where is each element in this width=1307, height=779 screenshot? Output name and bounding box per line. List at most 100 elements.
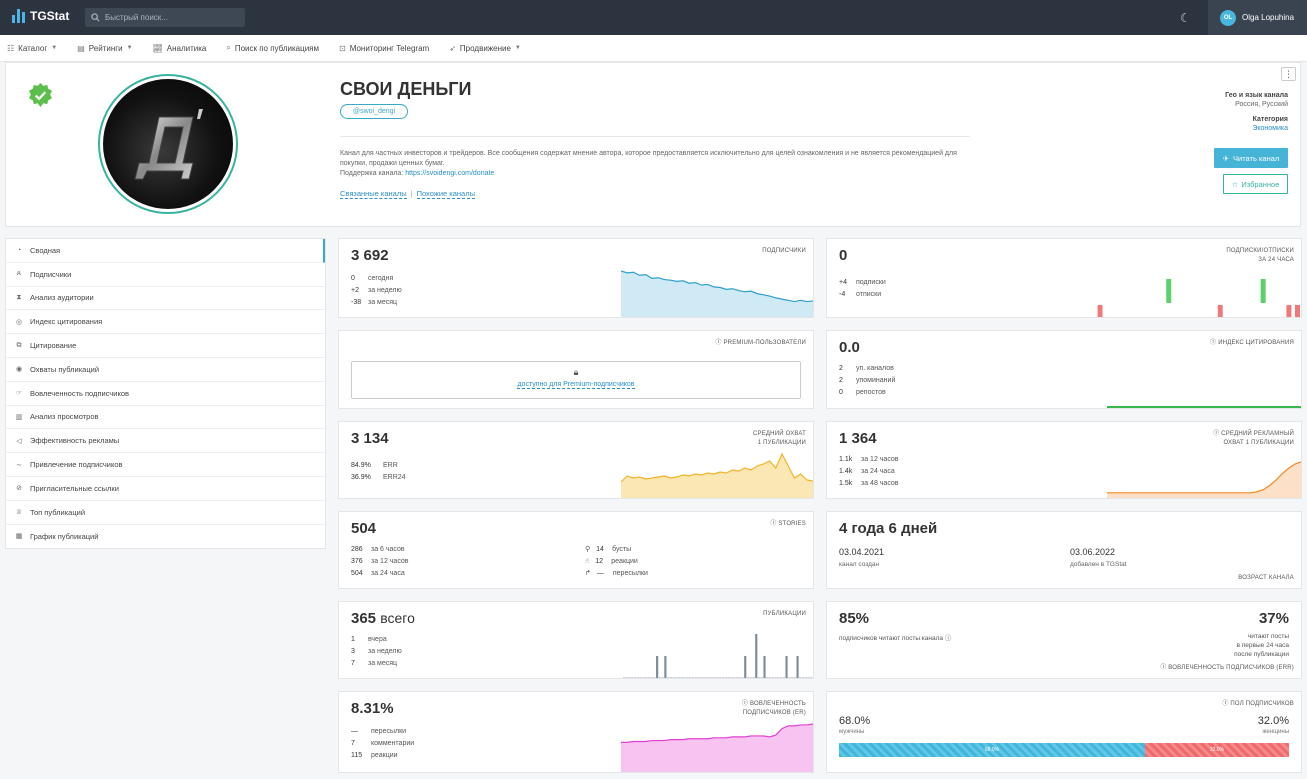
subscribers-card[interactable]: 3 692 ПОДПИСЧИКИ 0 сегодня +2 за неделю -3… bbox=[338, 238, 814, 318]
trend-area bbox=[1107, 462, 1301, 498]
hourglass-icon: ⧗ bbox=[16, 293, 22, 301]
channel-age-card[interactable]: 4 года 6 дней 03.04.2021 канал создан 03… bbox=[826, 511, 1302, 589]
sidebar-item-views[interactable]: ▥ Анализ просмотров bbox=[6, 406, 325, 430]
user-name: Olga Lopuhina bbox=[1242, 13, 1295, 22]
card-title-text: STORIES bbox=[778, 521, 806, 527]
premium-card[interactable]: ⓘ PREMIUM-ПОЛЬЗОВАТЕЛИ 🔒︎ доступно для P… bbox=[338, 330, 814, 409]
sidebar-item-label: Охваты публикаций bbox=[30, 364, 100, 374]
female-value: 32.0% bbox=[1257, 715, 1289, 727]
sidebar-item-reach[interactable]: ◉ Охваты публикаций bbox=[6, 358, 325, 382]
stats-sidebar: ◔ Сводная ጰ Подписчики ⧗ Анализ аудитории ◎… bbox=[5, 238, 326, 549]
nav-monitoring[interactable]: ⊡ Мониторинг Telegram bbox=[339, 44, 429, 53]
related-channels-link[interactable]: Связанные каналы bbox=[340, 189, 407, 199]
support-label: Поддержка канала: bbox=[340, 170, 404, 177]
publication-bar bbox=[683, 677, 686, 678]
forwards-label: пересылки bbox=[612, 570, 648, 577]
publication-bar bbox=[680, 677, 683, 678]
category-value[interactable]: Экономика bbox=[1252, 125, 1288, 132]
card-title-text: ПОЛ ПОДПИСЧИКОВ bbox=[1230, 701, 1294, 707]
publication-bar bbox=[700, 677, 703, 678]
moon-icon[interactable]: ☾ bbox=[1180, 11, 1191, 25]
channel-logo-icon bbox=[134, 109, 203, 180]
nav-catalog-label: Каталог bbox=[18, 43, 48, 53]
nav-catalog[interactable]: ☷ Каталог ▼ bbox=[7, 44, 57, 53]
support-link[interactable]: https://svoidengi.com/donate bbox=[405, 170, 495, 177]
subs-today-label: сегодня bbox=[368, 275, 394, 282]
sidebar-item-ad-efficiency[interactable]: ◁ Эффективность рекламы bbox=[6, 429, 325, 454]
publications-card[interactable]: 365 всего ПУБЛИКАЦИИ 1 вчера 3 за неделю 7… bbox=[338, 601, 814, 679]
user-menu[interactable]: OL Olga Lopuhina bbox=[1208, 0, 1307, 35]
nav-post-search[interactable]: ⌕ Поиск по публикациям bbox=[226, 43, 319, 53]
publication-bar bbox=[785, 656, 788, 678]
readers-share-text: подписчиков читают посты канала bbox=[839, 635, 944, 642]
subs-unsubs-stats: +4 подписки -4 отписки bbox=[839, 277, 886, 301]
publication-bar bbox=[755, 634, 758, 678]
more-menu-button[interactable]: ⋮ bbox=[1281, 67, 1296, 81]
sidebar-item-audience[interactable]: ⧗ Анализ аудитории bbox=[6, 287, 325, 311]
sidebar-item-label: Топ публикаций bbox=[30, 507, 86, 517]
avg-reach-card[interactable]: 3 134 СРЕДНИЙ ОХВАТ 1 ПУБЛИКАЦИИ 84.9% ERR… bbox=[338, 421, 814, 499]
info-icon: ⓘ bbox=[1160, 665, 1169, 671]
publications-stats: 1 вчера 3 за неделю 7 за месяц bbox=[351, 634, 402, 670]
er-card[interactable]: 8.31% ⓘ ВОВЛЕЧЕННОСТЬ ПОДПИСЧИКОВ (ER) — п… bbox=[338, 691, 814, 773]
channel-handle[interactable]: @swoi_dengi bbox=[340, 104, 409, 119]
description-text: Канал для частных инвесторов и трейдеров… bbox=[340, 150, 957, 167]
subscribers-value: 3 692 bbox=[351, 247, 389, 264]
publications-count: 365 bbox=[351, 610, 377, 627]
sidebar-item-invite-links[interactable]: ⊘ Пригласительные ссылки bbox=[6, 477, 325, 501]
ad-12h-label: за 12 часов bbox=[861, 456, 899, 463]
channel-title: СВОИ ДЕНЬГИ bbox=[340, 79, 472, 99]
subs-today-value: 0 bbox=[351, 275, 355, 282]
eye-icon: ◉ bbox=[15, 366, 23, 374]
sidebar-item-schedule[interactable]: ▦ График публикаций bbox=[6, 525, 325, 549]
card-title: ⓘ ИНДЕКС ЦИТИРОВАНИЯ bbox=[1210, 339, 1294, 348]
stories-card[interactable]: 504 ⓘ STORIES 286 за 6 часов 376 за 12 час… bbox=[338, 511, 814, 589]
publication-bar bbox=[711, 677, 714, 678]
publication-bar bbox=[719, 677, 722, 678]
first-day-line1: читают посты bbox=[1247, 633, 1289, 640]
bar-chart-icon: ▥ bbox=[15, 413, 23, 421]
card-title-line1: ПОДПИСКИ/ОТПИСКИ bbox=[1226, 248, 1294, 254]
sidebar-item-engagement[interactable]: ☞ Вовлеченность подписчиков bbox=[6, 382, 325, 406]
search-input[interactable]: Быстрый поиск... bbox=[85, 8, 245, 27]
nav-analytics[interactable]: 📈︎ Аналитика bbox=[153, 44, 207, 53]
first-day-share-label: читают посты в первые 24 часа после публ… bbox=[1234, 632, 1289, 659]
logo[interactable]: TGStat bbox=[12, 9, 69, 23]
engagement-share-card[interactable]: 85% подписчиков читают посты канала ⓘ 37… bbox=[826, 601, 1302, 679]
unsubs-24h-value: -4 bbox=[839, 291, 846, 298]
hourly-subs-chart bbox=[1097, 279, 1300, 317]
sidebar-item-summary[interactable]: ◔ Сводная bbox=[6, 239, 325, 263]
sidebar-item-citation[interactable]: ⧉ Цитирование bbox=[6, 334, 325, 358]
geo-label: Гео и язык канала bbox=[1225, 92, 1288, 99]
reactions-label: реакции bbox=[611, 558, 638, 565]
sidebar-item-citation-index[interactable]: ◎ Индекс цитирования bbox=[6, 310, 325, 335]
sidebar-item-acquisition[interactable]: ∼ Привлечение подписчиков bbox=[6, 453, 325, 477]
publication-bar bbox=[669, 677, 672, 678]
gender-card[interactable]: ⓘ ПОЛ ПОДПИСЧИКОВ 68.0% мужчины 32.0% же… bbox=[826, 691, 1302, 773]
subs-unsubs-card[interactable]: 0 ПОДПИСКИ/ОТПИСКИ ЗА 24 ЧАСА +4 подписки … bbox=[826, 238, 1302, 318]
pubs-week-value: 3 bbox=[351, 648, 355, 655]
lock-icon: 🔒︎ bbox=[573, 367, 579, 377]
calendar-icon: ▦ bbox=[15, 533, 23, 541]
publications-suffix: всего bbox=[380, 610, 415, 626]
card-title-line2: ЗА 24 ЧАСА bbox=[1258, 257, 1294, 263]
publication-bar bbox=[746, 677, 750, 678]
publication-bar bbox=[774, 677, 777, 678]
nav-ratings[interactable]: ▤ Рейтинги ▼ bbox=[77, 44, 132, 53]
read-channel-button[interactable]: ✈ Читать канал bbox=[1214, 148, 1288, 168]
publication-bar bbox=[768, 677, 772, 678]
sidebar-item-subscribers[interactable]: ጰ Подписчики bbox=[6, 263, 325, 287]
sidebar-item-top-posts[interactable]: ♕ Топ публикаций bbox=[6, 501, 325, 525]
help-icon[interactable]: ⓘ bbox=[944, 635, 952, 642]
rocket-icon: ➶ bbox=[449, 43, 456, 53]
nav-promotion[interactable]: ➶ Продвижение ▼ bbox=[449, 44, 521, 53]
card-title-line1: ВОВЛЕЧЕННОСТЬ bbox=[749, 701, 806, 707]
similar-channels-link[interactable]: Похожие каналы bbox=[416, 189, 475, 199]
favorite-button[interactable]: ☆ Избранное bbox=[1223, 174, 1288, 194]
avg-ad-reach-card[interactable]: 1 364 ⓘ СРЕДНИЙ РЕКЛАМНЫЙ ОХВАТ 1 ПУБЛИКА… bbox=[826, 421, 1302, 499]
citation-index-card[interactable]: 0.0 ⓘ ИНДЕКС ЦИТИРОВАНИЯ 2 уп. каналов 2 у… bbox=[826, 330, 1302, 409]
logo-text: TGStat bbox=[30, 9, 70, 23]
female-bar-segment: 32.0% bbox=[1145, 743, 1289, 757]
premium-locked-box[interactable]: 🔒︎ доступно для Premium-подписчиков bbox=[351, 361, 801, 399]
avg-ad-reach-value: 1 364 bbox=[839, 430, 877, 447]
